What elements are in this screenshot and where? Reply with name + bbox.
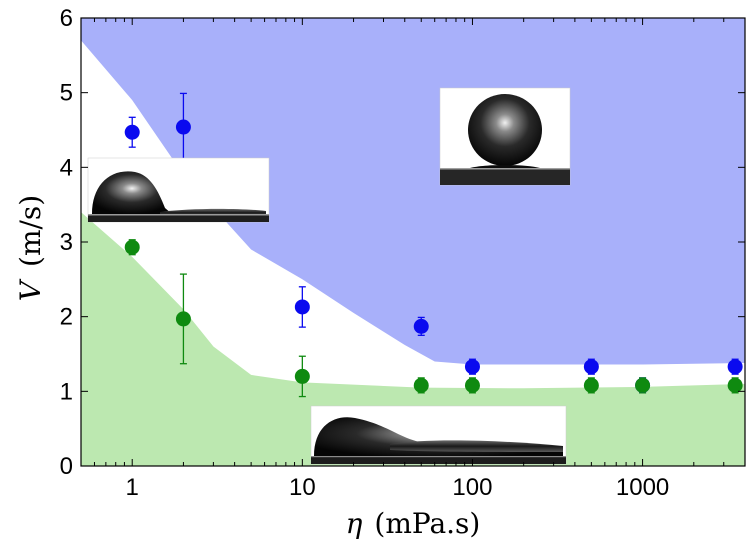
data-point <box>294 368 310 384</box>
regime-regions <box>81 18 745 466</box>
y-tick-label: 1 <box>60 378 73 405</box>
data-point <box>124 239 140 255</box>
region-1 <box>81 212 745 466</box>
inset-drop-spreading-left <box>87 157 270 223</box>
inset-drop-spreading-long <box>310 405 567 465</box>
y-tick-label: 2 <box>60 304 73 331</box>
data-point <box>464 359 480 375</box>
axis-ticks <box>80 17 746 467</box>
x-axis-label: η (mPa.s) <box>346 507 481 540</box>
data-point <box>413 318 429 334</box>
y-tick-label: 5 <box>60 80 73 107</box>
x-tick-label: 100 <box>452 474 492 501</box>
data-point <box>124 124 140 140</box>
data-point <box>294 299 310 315</box>
data-point <box>635 377 651 393</box>
x-tick-label: 10 <box>289 474 316 501</box>
data-markers <box>124 119 743 393</box>
x-tick-label: 1000 <box>616 474 669 501</box>
data-point <box>413 377 429 393</box>
region-0 <box>81 18 745 365</box>
data-point <box>175 119 191 135</box>
data-point <box>175 311 191 327</box>
y-axis-label: V(m/s) <box>14 195 47 301</box>
data-point <box>464 377 480 393</box>
axis-tick-labels: 1 10 100 1000 0 1 2 3 4 5 6 <box>60 5 670 501</box>
inset-drop-rebound-round <box>439 87 571 186</box>
y-tick-label: 0 <box>60 453 73 480</box>
data-point <box>583 377 599 393</box>
y-tick-label: 3 <box>60 229 73 256</box>
data-point <box>583 359 599 375</box>
y-tick-label: 4 <box>60 154 73 181</box>
x-tick-label: 1 <box>126 474 139 501</box>
y-tick-label: 6 <box>60 5 73 32</box>
data-point <box>727 377 743 393</box>
data-point <box>727 359 743 375</box>
